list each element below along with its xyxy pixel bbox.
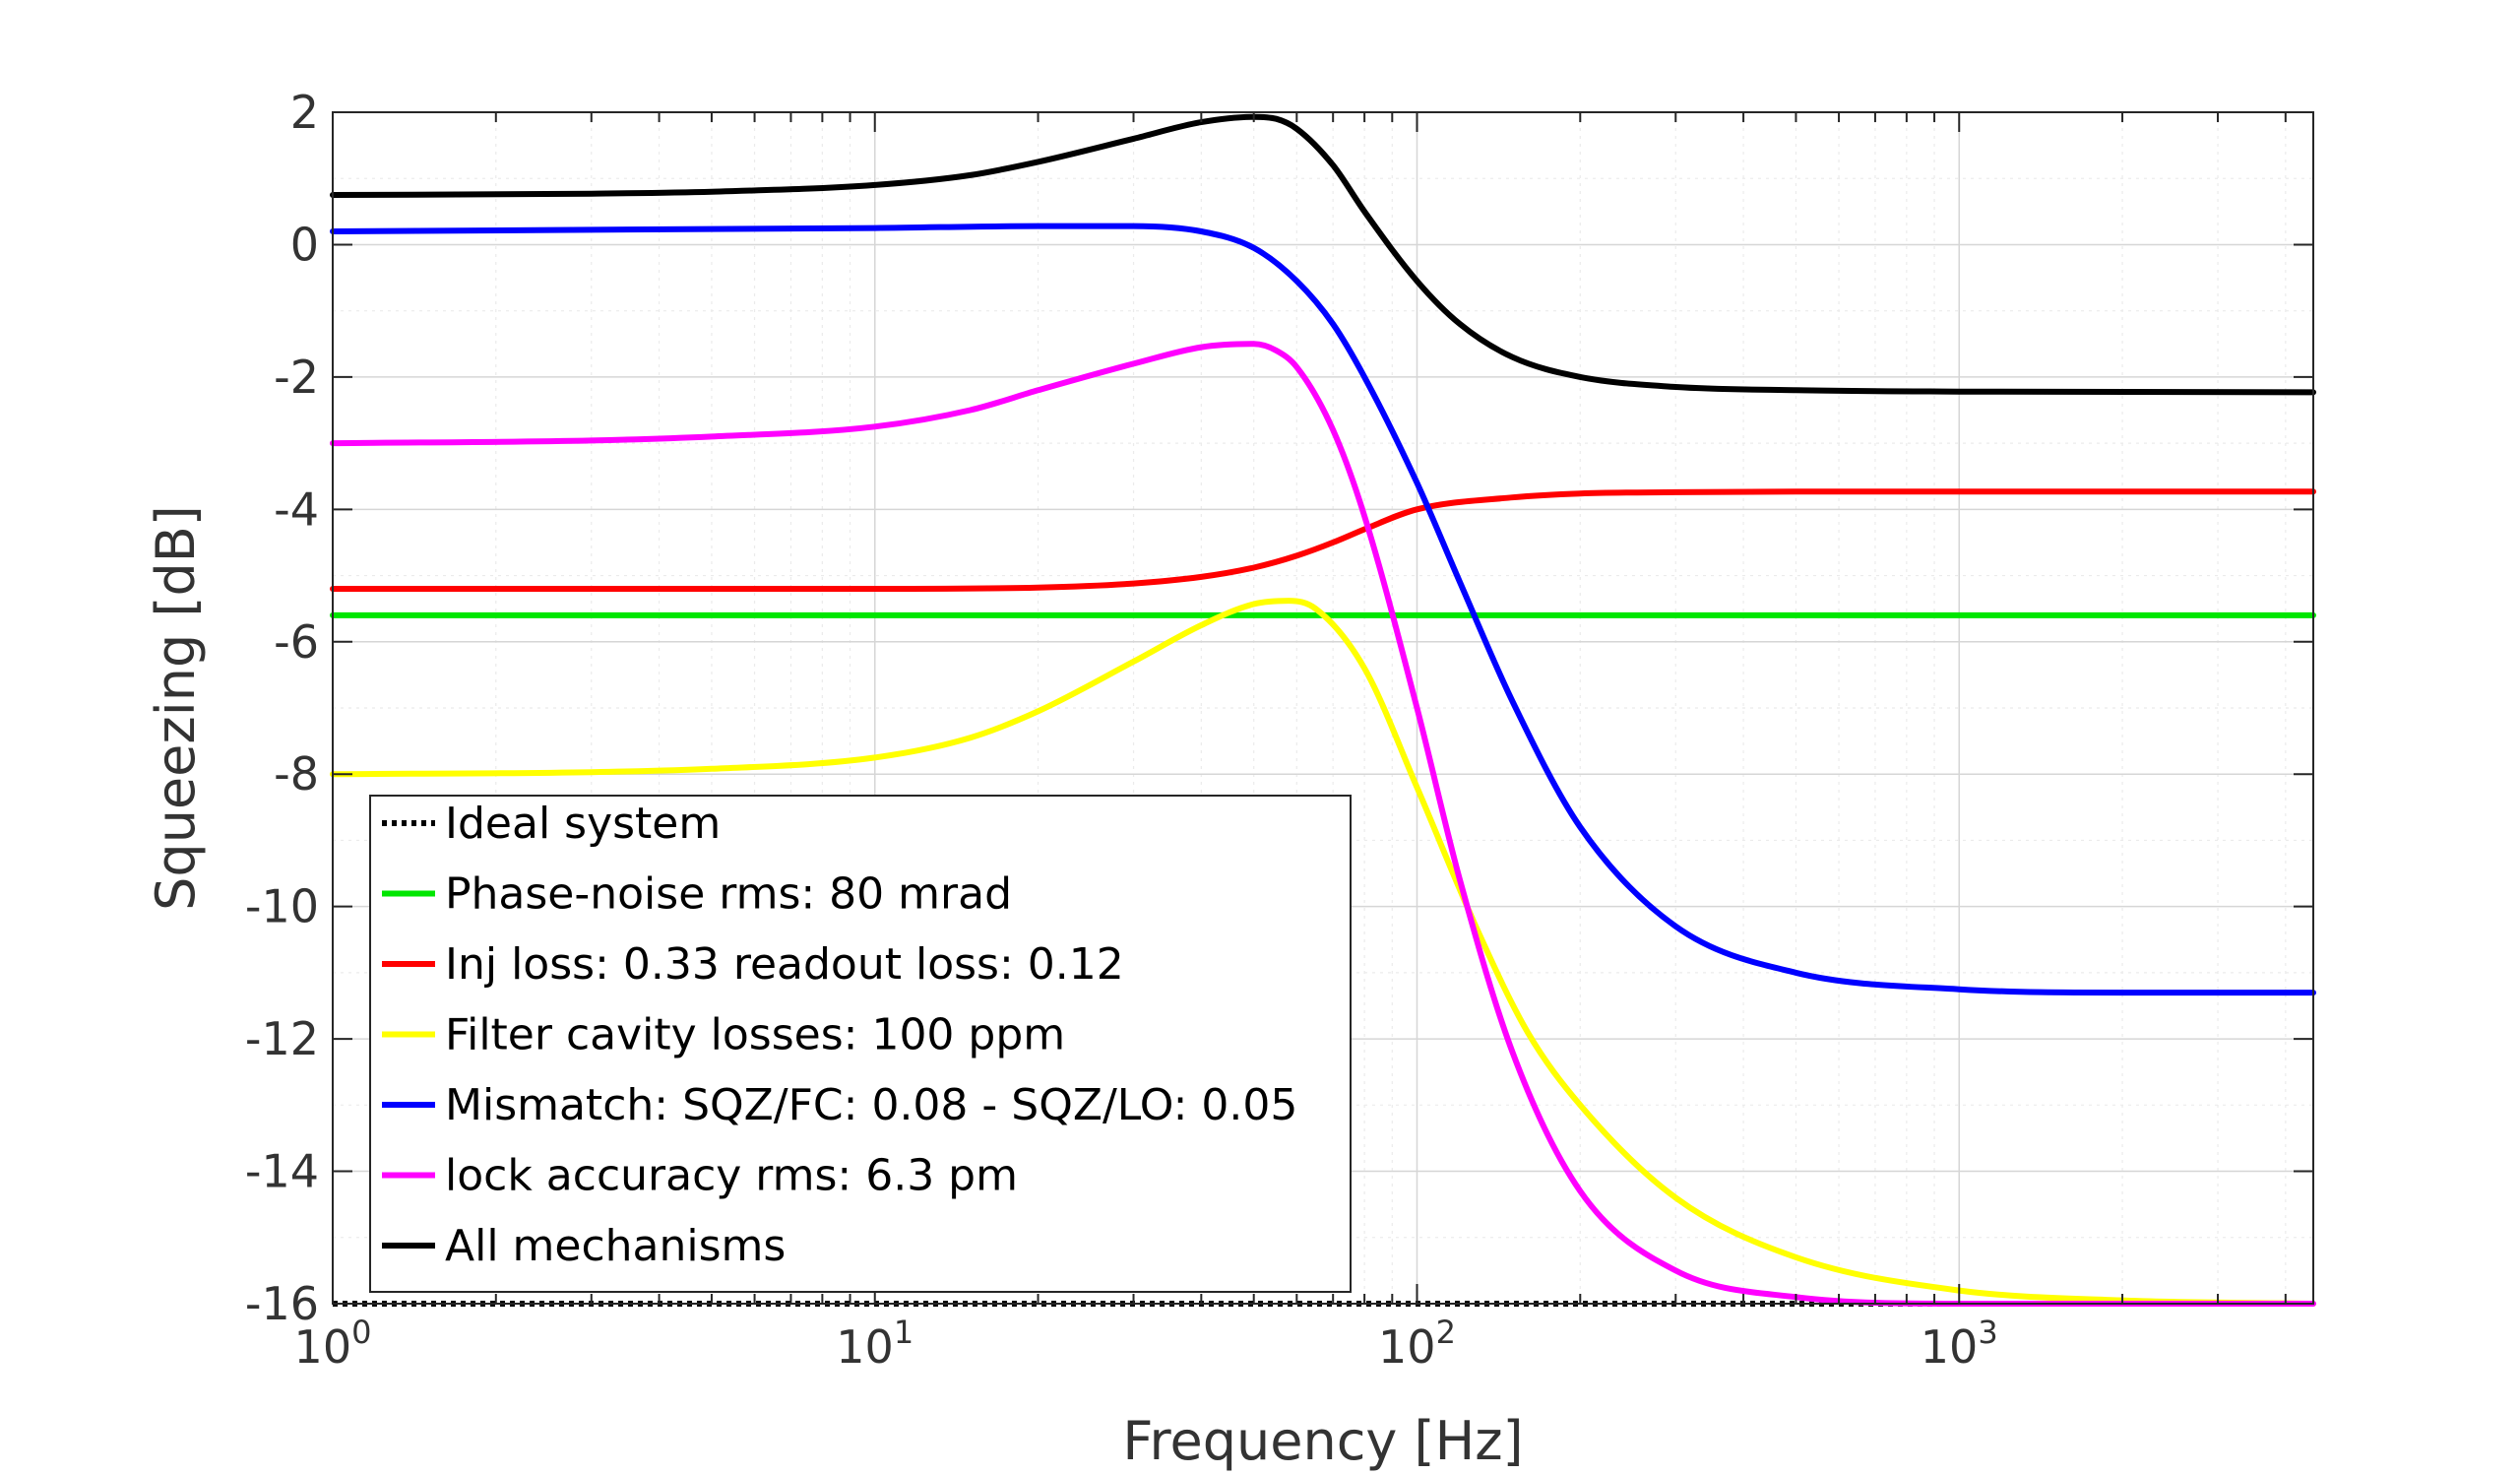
y-tick-labels: 2 0 -2 -4 -6 -8 -10 -12 -14 -16	[245, 86, 319, 1330]
x-axis-label: Frequency [Hz]	[1122, 1410, 1523, 1472]
y-tick-label: -6	[274, 615, 319, 669]
series-line-inj-loss-0-33-readout-loss-0-12	[330, 488, 2316, 593]
y-tick-label: 0	[290, 218, 319, 271]
series-line-all-mechanisms	[330, 113, 2316, 396]
y-tick-label: -8	[274, 747, 319, 801]
series-lines	[330, 113, 2316, 1308]
legend-label: Phase-noise rms: 80 mrad	[445, 869, 1012, 920]
x-tick-label: 103	[1921, 1314, 1998, 1374]
legend-label: Inj loss: 0.33 readout loss: 0.12	[445, 939, 1124, 990]
legend: Ideal system Phase-noise rms: 80 mrad Inj …	[369, 795, 1352, 1293]
series-line-mismatch-sqz-fc-0-08-sqz-lo-0-05	[330, 223, 2316, 996]
legend-box	[369, 795, 1352, 1293]
y-tick-label: -12	[245, 1012, 319, 1065]
y-tick-label: -14	[245, 1145, 319, 1198]
y-tick-label: -2	[274, 351, 319, 404]
legend-label: Mismatch: SQZ/FC: 0.08 - SQZ/LO: 0.05	[445, 1080, 1297, 1130]
legend-label: Ideal system	[445, 799, 721, 849]
series-line-lock-accuracy-rms-6-3-pm	[330, 341, 2316, 1308]
y-tick-label: -10	[245, 880, 319, 933]
y-tick-label: 2	[290, 86, 319, 139]
legend-label: Filter cavity losses: 100 ppm	[445, 1010, 1065, 1060]
x-tick-labels: 100 101 102 103	[294, 1314, 1998, 1374]
x-tick-label: 100	[294, 1314, 372, 1374]
series-line-filter-cavity-losses-100-ppm	[330, 598, 2316, 1307]
x-tick-label: 101	[836, 1314, 914, 1374]
y-tick-label: -4	[274, 482, 319, 536]
plot-frame	[332, 111, 2314, 1305]
axis-ticks	[332, 111, 2313, 1305]
legend-label: lock accuracy rms: 6.3 pm	[445, 1151, 1018, 1201]
y-axis-label: Squeezing [dB]	[145, 505, 207, 911]
y-tick-label: -16	[245, 1277, 319, 1330]
legend-label: All mechanisms	[445, 1221, 786, 1271]
x-tick-label: 102	[1378, 1314, 1456, 1374]
